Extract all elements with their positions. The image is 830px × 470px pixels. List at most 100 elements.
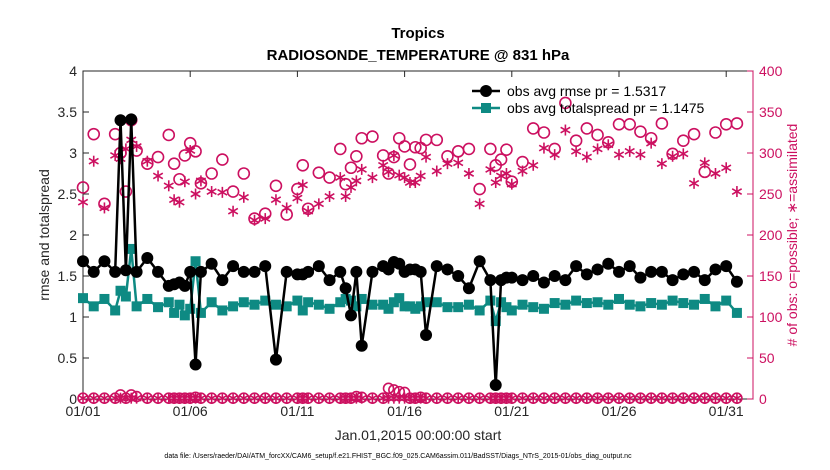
spread-marker — [453, 302, 464, 313]
spread-marker — [442, 302, 453, 313]
rmse-marker — [130, 265, 143, 278]
obs-assimilated-marker — [174, 196, 185, 208]
obs-assimilated-marker — [528, 159, 539, 171]
legend: obs avg rmse pr = 1.5317 obs avg totalsp… — [472, 83, 705, 116]
spread-marker — [431, 297, 442, 308]
rmse-marker — [634, 271, 647, 284]
spread-marker — [721, 295, 732, 306]
rmse-marker — [527, 270, 540, 282]
rmse-marker — [312, 260, 325, 273]
spread-marker — [313, 299, 324, 310]
spread-marker — [78, 293, 88, 304]
chart-subtitle: RADIOSONDE_TEMPERATURE @ 831 hPa — [267, 47, 570, 64]
rmse-marker — [414, 265, 427, 278]
obs-assimilated-marker — [399, 172, 410, 184]
spread-marker — [421, 297, 432, 308]
obs-assimilated-marker — [549, 149, 560, 161]
rmse-marker — [216, 274, 229, 287]
y-tick-right-label: 50 — [759, 350, 775, 366]
obs-possible-marker — [580, 122, 594, 135]
spread-marker — [490, 316, 501, 327]
x-axis-label: Jan.01,2015 00:00:00 start — [335, 427, 502, 443]
rmse-marker — [339, 282, 352, 295]
spread-marker — [388, 297, 399, 308]
obs-assimilated-bottom-marker — [506, 392, 517, 404]
x-tick-label: 01/16 — [387, 403, 422, 419]
obs-assimilated-marker — [721, 162, 732, 174]
legend-rmse-marker — [480, 85, 492, 97]
axis-ticks: 01/01 01/06 01/11 01/16 01/21 01/26 01/31 0 0.5 1… — [58, 63, 783, 419]
rmse-marker — [77, 255, 89, 268]
obs-assimilated-marker — [560, 124, 571, 136]
spread-marker — [163, 297, 174, 308]
obs-assimilated-marker — [179, 176, 191, 188]
obs-assimilated-marker — [367, 172, 378, 184]
obs-assimilated-bottom-marker — [721, 392, 732, 404]
spread-marker — [646, 298, 657, 309]
spread-marker — [506, 305, 517, 316]
rmse-marker — [420, 329, 433, 342]
obs-assimilated-bottom-marker — [206, 392, 217, 404]
y-tick-right-label: 100 — [759, 309, 783, 325]
rmse-marker — [109, 265, 122, 278]
obs-assimilated-marker — [453, 157, 464, 169]
obs-assimilated-marker — [474, 198, 485, 210]
rmse-marker — [505, 271, 518, 284]
obs-assimilated-bottom-marker — [431, 392, 442, 404]
obs-possible-marker — [87, 127, 101, 141]
y-axis-right-label: # of obs: o=possible; ∗=assimilated — [784, 124, 800, 347]
obs-assimilated-marker — [152, 170, 164, 182]
obs-possible-marker — [312, 166, 326, 179]
obs-assimilated-marker — [667, 150, 678, 162]
rmse-marker — [269, 353, 282, 366]
spread-marker — [346, 295, 356, 306]
obs-assimilated-marker — [517, 165, 528, 177]
obs-assimilated-bottom-marker — [528, 392, 539, 404]
obs-assimilated-marker — [420, 151, 432, 163]
obs-assimilated-marker — [77, 196, 89, 208]
rmse-marker — [302, 265, 315, 278]
spread-marker — [185, 303, 196, 314]
obs-assimilated-bottom-marker — [217, 392, 228, 404]
spread-marker — [126, 243, 137, 254]
rmse-marker — [548, 270, 561, 282]
y-tick-right-label: 150 — [759, 268, 783, 284]
obs-assimilated-marker — [302, 205, 314, 217]
obs-assimilated-bottom-marker — [645, 392, 657, 404]
rmse-marker — [248, 265, 261, 278]
rmse-marker — [623, 260, 636, 273]
obs-possible-marker — [205, 167, 218, 180]
spread-marker — [297, 305, 308, 316]
obs-assimilated-bottom-marker — [281, 392, 292, 404]
spread-marker — [656, 299, 667, 310]
x-tick-label: 01/26 — [601, 403, 636, 419]
obs-possible-marker — [494, 153, 508, 166]
obs-assimilated-marker — [410, 177, 421, 189]
rmse-marker — [580, 268, 593, 281]
obs-assimilated-marker — [217, 186, 228, 198]
spread-marker — [581, 298, 592, 309]
spread-marker — [415, 301, 426, 312]
obs-assimilated-bottom-marker — [302, 392, 314, 404]
obs-assimilated-marker — [281, 202, 292, 214]
obs-assimilated-bottom-marker — [710, 392, 721, 404]
obs-assimilated-marker — [270, 194, 282, 206]
obs-assimilated-bottom-marker — [570, 392, 582, 404]
obs-assimilated-bottom-marker — [667, 392, 678, 404]
rmse-marker — [462, 282, 475, 295]
rmse-marker — [152, 265, 165, 278]
spread-marker — [99, 293, 110, 304]
spread-marker — [179, 310, 190, 321]
y-tick-label: 0 — [69, 391, 77, 407]
obs-assimilated-marker — [624, 145, 635, 157]
rmse-marker — [119, 264, 132, 277]
spread-marker — [378, 299, 389, 310]
rmse-marker — [516, 274, 529, 287]
obs-possible-marker — [687, 127, 701, 141]
obs-assimilated-marker — [731, 186, 743, 198]
spread-marker — [528, 302, 539, 313]
y-tick-right-label: 300 — [759, 145, 783, 161]
obs-possible-marker — [333, 142, 347, 156]
obs-possible-marker — [269, 179, 283, 193]
